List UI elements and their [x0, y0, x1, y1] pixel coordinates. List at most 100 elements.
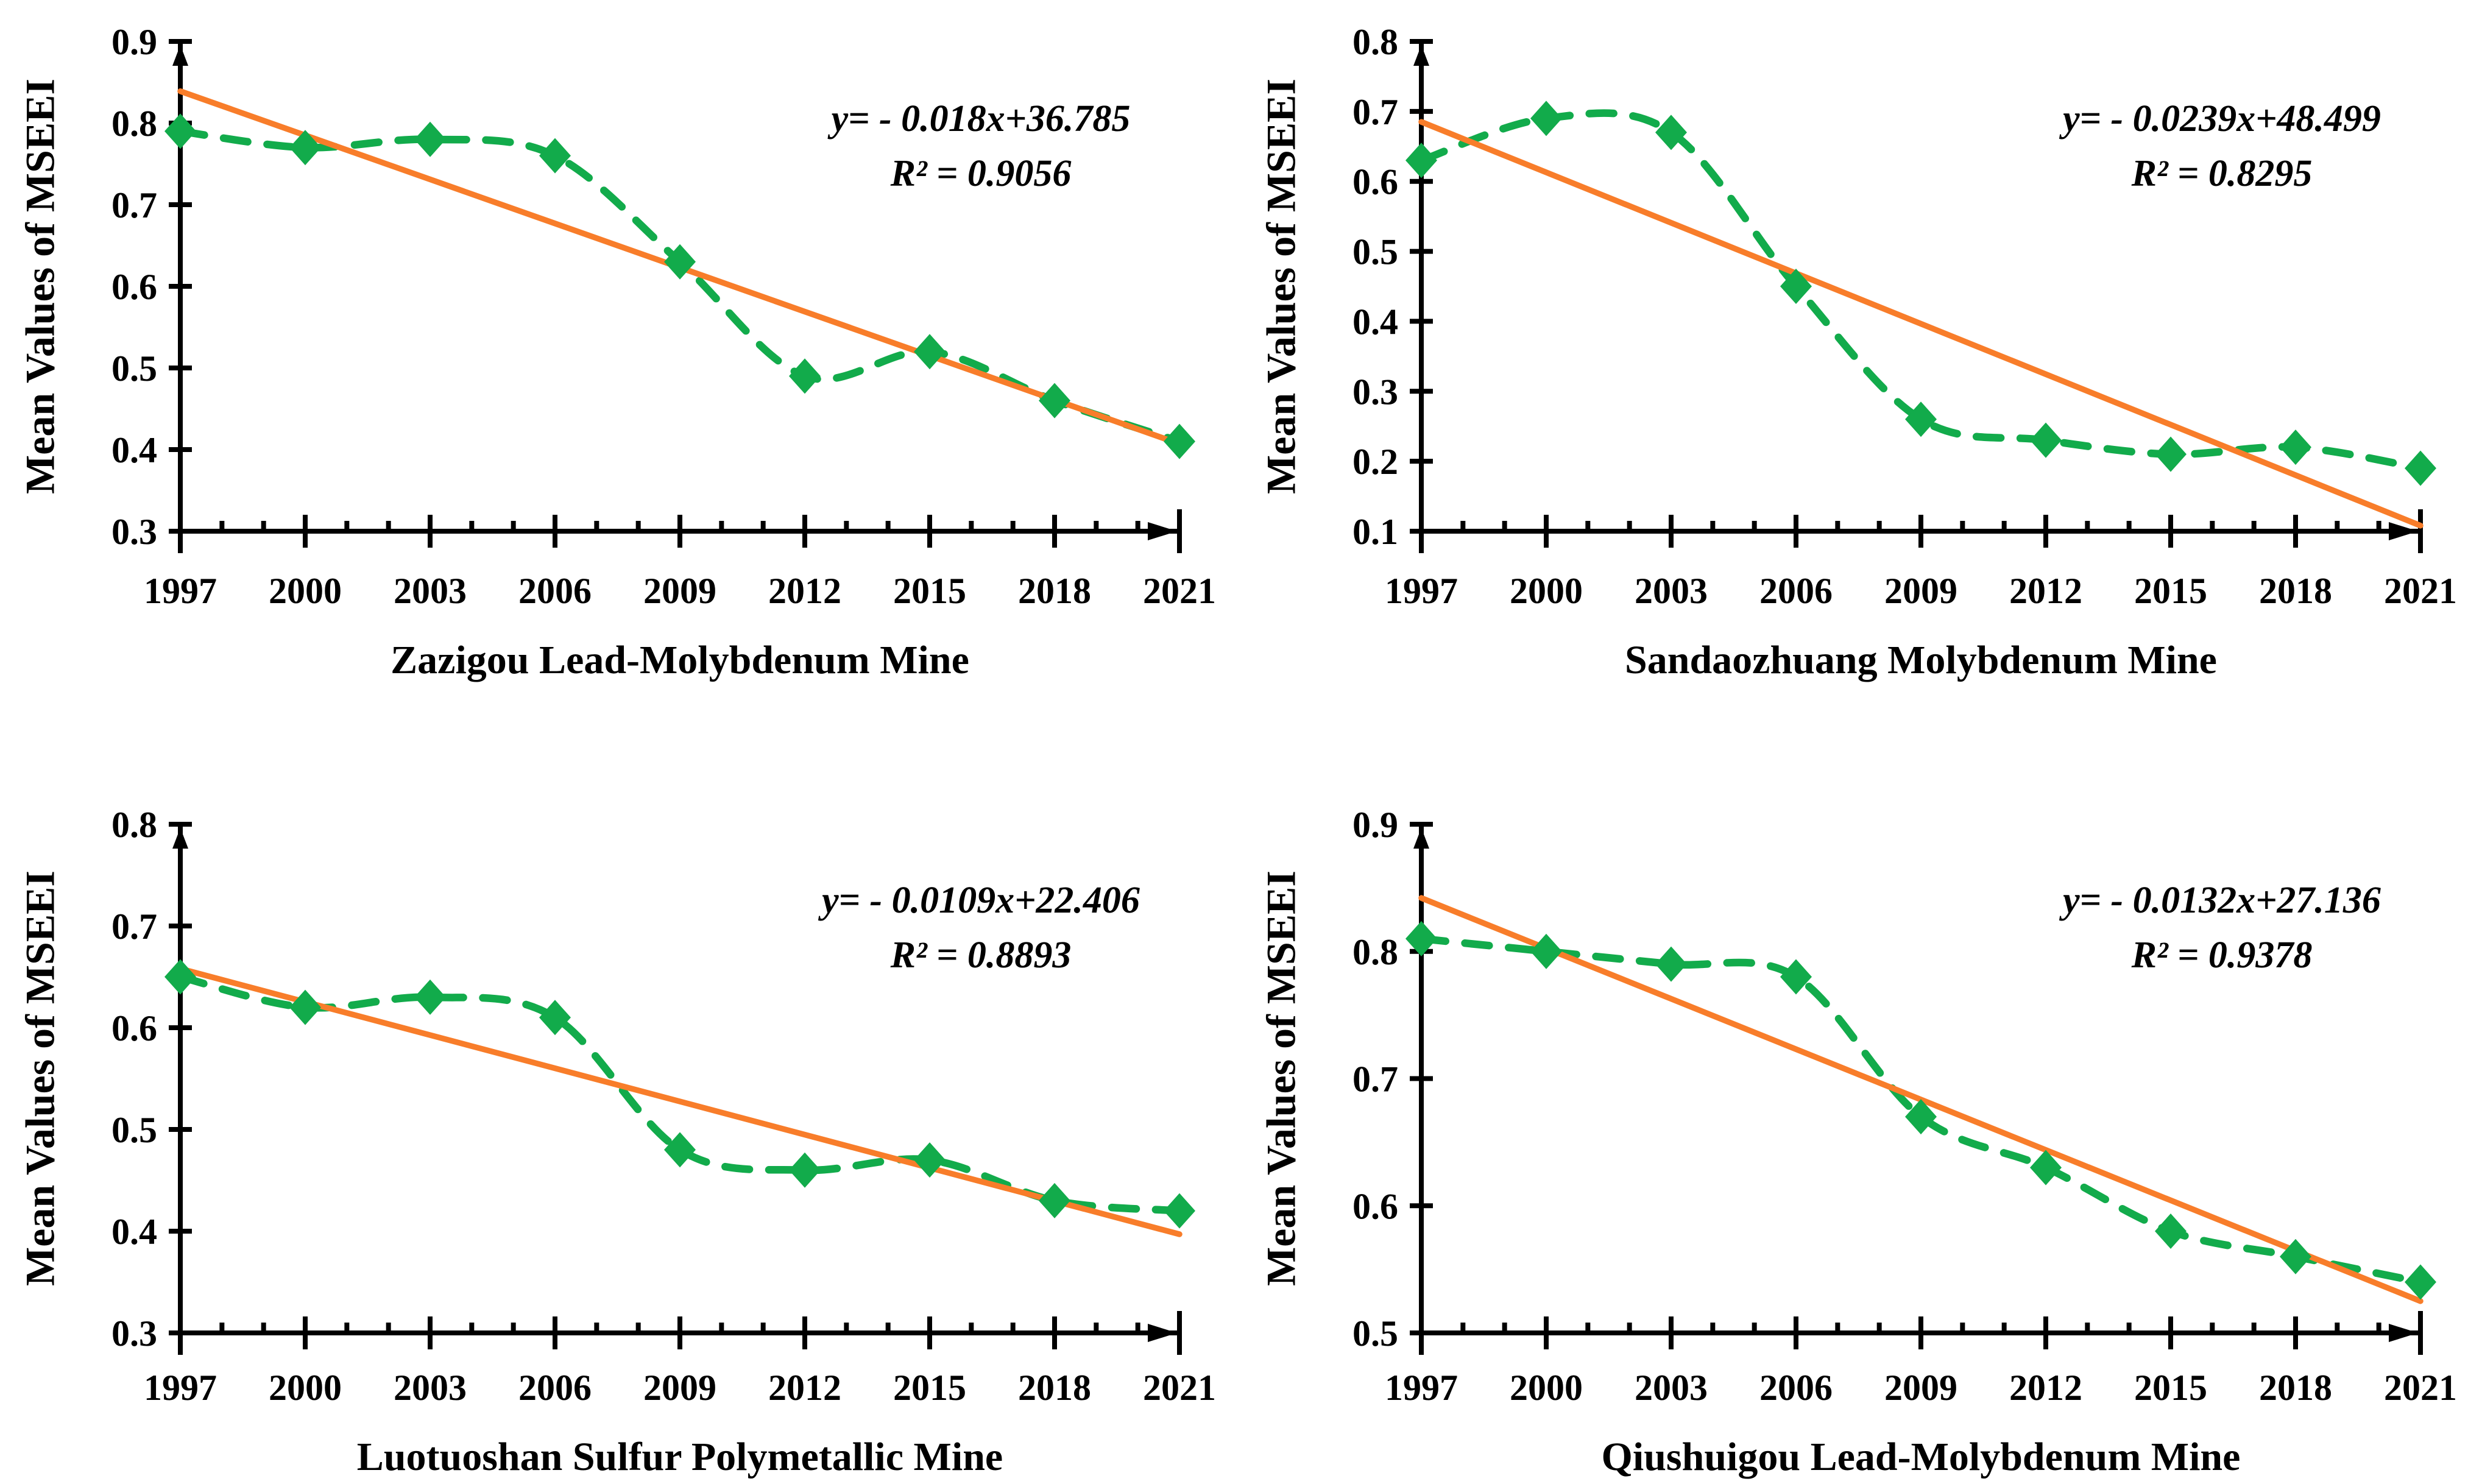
y-tick-label: 0.5	[111, 348, 157, 389]
y-axis-title: Mean Values of MSEEI	[1257, 871, 1304, 1286]
y-axis-title: Mean Values of MSEEI	[1257, 79, 1304, 494]
x-axis-arrow-icon	[1148, 1324, 1177, 1342]
x-tick-label: 2021	[2384, 571, 2457, 611]
r-squared-value: R² = 0.9378	[2131, 935, 2313, 976]
y-tick-label: 0.9	[1352, 805, 1398, 845]
data-point-marker	[1405, 920, 1437, 956]
data-point-marker	[914, 1142, 946, 1178]
x-tick-label: 2000	[269, 1368, 342, 1408]
data-point-marker	[539, 1000, 571, 1036]
x-axis-arrow-icon	[2389, 1324, 2418, 1342]
x-tick-label: 2009	[643, 1368, 716, 1408]
data-point-marker	[1530, 101, 1562, 136]
x-tick-label: 2018	[1018, 1368, 1091, 1408]
x-tick-label: 2015	[2134, 1368, 2207, 1408]
data-point-marker	[1530, 933, 1562, 969]
data-point-marker	[2280, 1238, 2311, 1274]
x-tick-label: 2006	[1759, 1368, 1833, 1408]
x-tick-label: 2003	[394, 571, 467, 611]
chart-canvas: 0.1 0.2 0.3 0.4 0.5 0.6 0.7 0.8 1997 2000 2003 2006…	[1352, 22, 2457, 611]
chart-title: Qiushuigou Lead-Molybdenum Mine	[1601, 1435, 2241, 1479]
chart-title: Sandaozhuang Molybdenum Mine	[1625, 638, 2217, 682]
chart-canvas: 0.3 0.4 0.5 0.6 0.7 0.8 1997 2000 2003 2006 2009 20…	[111, 805, 1216, 1408]
y-tick-label: 0.2	[1352, 442, 1398, 482]
x-tick-label: 2000	[1510, 1368, 1583, 1408]
data-point-marker	[1164, 423, 1195, 459]
data-point-marker	[1780, 269, 1812, 304]
data-point-marker	[914, 334, 946, 370]
chart-title: Zazigou Lead-Molybdenum Mine	[391, 638, 969, 682]
trend-equation: y= - 0.0239x+48.499	[2063, 98, 2381, 140]
data-point-marker	[1039, 383, 1070, 419]
r-squared-value: R² = 0.9056	[890, 153, 1072, 194]
data-point-marker	[664, 1132, 696, 1168]
data-point-marker	[1905, 1099, 1937, 1135]
data-point-marker	[1405, 143, 1437, 178]
x-tick-label: 2012	[2009, 1368, 2082, 1408]
chart-zazigou-lead-molybdenum-mine: 0.3 0.4 0.5 0.6 0.7 0.8 0.9 1997 2000 2003 2006 200…	[0, 0, 1241, 742]
x-tick-label: 2012	[768, 571, 841, 611]
chart-title: Luotuoshan Sulfur Polymetallic Mine	[356, 1435, 1003, 1479]
data-point-marker	[1655, 946, 1687, 982]
y-tick-label: 0.4	[111, 430, 157, 470]
chart-sandaozhuang-molybdenum-mine: 0.1 0.2 0.3 0.4 0.5 0.6 0.7 0.8 1997 2000 2003 2006…	[1241, 0, 2482, 742]
data-point-marker	[1655, 115, 1687, 150]
chart-luotuoshan-sulfur-polymetallic-mine: 0.3 0.4 0.5 0.6 0.7 0.8 1997 2000 2003 2006 2009 20…	[0, 742, 1241, 1484]
x-tick-label: 1997	[1385, 1368, 1458, 1408]
series-line	[1417, 109, 2425, 472]
data-point-marker	[789, 1152, 821, 1188]
data-point-marker	[1039, 1182, 1070, 1218]
x-tick-label: 2003	[1635, 1368, 1708, 1408]
data-point-marker	[1780, 959, 1812, 995]
x-tick-label: 2006	[518, 1368, 592, 1408]
y-tick-label: 0.7	[1352, 1059, 1398, 1100]
x-tick-label: 2018	[2259, 1368, 2332, 1408]
y-tick-label: 0.5	[1352, 1313, 1398, 1354]
y-tick-label: 0.9	[111, 22, 157, 62]
chart-canvas: 0.5 0.6 0.7 0.8 0.9 1997 2000 2003 2006 2009 2012 2…	[1352, 805, 2457, 1408]
y-tick-label: 0.5	[111, 1110, 157, 1150]
y-tick-label: 0.4	[111, 1212, 157, 1252]
x-tick-label: 2006	[518, 571, 592, 611]
trend-equation: y= - 0.0132x+27.136	[2063, 880, 2381, 921]
y-axis-arrow-icon	[172, 828, 188, 849]
y-tick-label: 0.7	[111, 185, 157, 225]
x-tick-label: 2009	[1884, 571, 1957, 611]
x-axis-arrow-icon	[1148, 522, 1177, 540]
x-axis-arrow-icon	[2389, 522, 2418, 540]
x-tick-label: 2018	[1018, 571, 1091, 611]
x-tick-label: 2021	[2384, 1368, 2457, 1408]
chart-canvas: 0.3 0.4 0.5 0.6 0.7 0.8 0.9 1997 2000 2003 2006 200…	[111, 22, 1216, 611]
y-tick-label: 0.8	[111, 104, 157, 144]
trend-equation: y= - 0.0109x+22.406	[822, 880, 1140, 921]
data-point-marker	[539, 138, 571, 174]
x-tick-label: 2012	[2009, 571, 2082, 611]
x-tick-label: 2015	[2134, 571, 2207, 611]
y-tick-label: 0.8	[1352, 22, 1398, 62]
data-point-marker	[2280, 429, 2311, 465]
y-tick-label: 0.3	[1352, 372, 1398, 412]
y-tick-label: 0.3	[111, 512, 157, 552]
y-tick-label: 0.3	[111, 1313, 157, 1354]
y-tick-label: 0.6	[1352, 162, 1398, 202]
y-axis-arrow-icon	[172, 45, 188, 66]
y-axis-title: Mean Values of MSEEI	[16, 79, 63, 494]
trend-line	[177, 966, 1183, 1237]
y-tick-label: 0.7	[111, 906, 157, 947]
data-point-marker	[664, 244, 696, 280]
x-tick-label: 2015	[893, 571, 966, 611]
x-tick-label: 2000	[269, 571, 342, 611]
x-tick-label: 2006	[1759, 571, 1833, 611]
y-tick-label: 0.7	[1352, 92, 1398, 132]
y-tick-label: 0.4	[1352, 302, 1398, 342]
data-point-marker	[2405, 450, 2436, 486]
y-tick-label: 0.6	[111, 1008, 157, 1048]
y-axis-title: Mean Values of MSEEI	[16, 871, 63, 1286]
series-line	[176, 973, 1184, 1215]
data-point-marker	[414, 979, 446, 1015]
data-point-marker	[789, 358, 821, 394]
y-axis-arrow-icon	[1413, 828, 1429, 849]
x-tick-label: 1997	[144, 1368, 217, 1408]
r-squared-value: R² = 0.8295	[2131, 153, 2313, 194]
